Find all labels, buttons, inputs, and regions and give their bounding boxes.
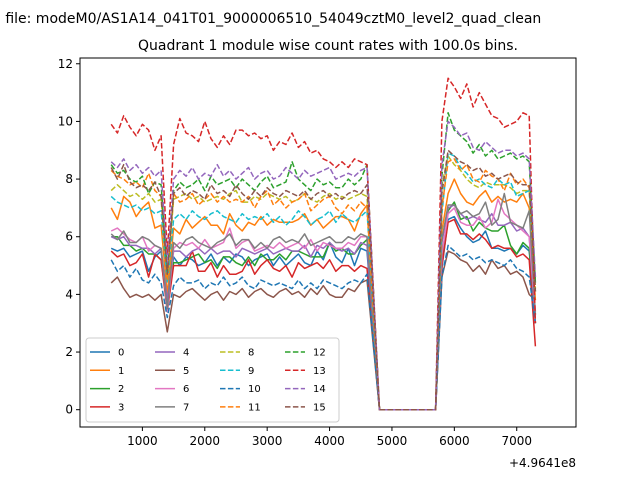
legend-label-13: 13 <box>313 366 326 377</box>
x-offset-label: +4.9641e8 <box>509 456 576 470</box>
series-line-14 <box>110 120 537 411</box>
legend-label-11: 11 <box>248 402 261 413</box>
series-line-3 <box>110 218 537 411</box>
series-line-0 <box>110 215 537 411</box>
x-tick-label: 5000 <box>377 434 408 448</box>
series-layer <box>110 77 537 411</box>
x-tick-label: 6000 <box>439 434 470 448</box>
y-tick-label: 12 <box>58 57 73 71</box>
y-tick-label: 2 <box>65 345 73 359</box>
series-line-10 <box>110 244 537 411</box>
legend-label-8: 8 <box>248 348 254 359</box>
x-tick-label: 1000 <box>127 434 158 448</box>
y-tick-label: 0 <box>65 403 73 417</box>
legend-label-0: 0 <box>118 348 124 359</box>
legend-frame <box>85 337 340 423</box>
legend-label-1: 1 <box>118 366 124 377</box>
x-tick-label: 7000 <box>501 434 532 448</box>
series-line-11 <box>110 158 537 411</box>
x-tick-label: 4000 <box>314 434 345 448</box>
series-line-13 <box>110 77 537 411</box>
legend-label-9: 9 <box>248 366 254 377</box>
x-tick-label: 2000 <box>190 434 221 448</box>
legend-label-15: 15 <box>313 402 326 413</box>
series-line-9 <box>110 152 537 411</box>
axes-title: Quadrant 1 module wise count rates with … <box>138 38 518 54</box>
y-tick-label: 8 <box>65 172 73 186</box>
y-axis: 0 2 4 6 8 10 12 <box>58 57 80 417</box>
series-line-7 <box>110 192 537 411</box>
series-line-4 <box>110 204 537 411</box>
legend-label-7: 7 <box>183 402 189 413</box>
legend-label-5: 5 <box>183 366 189 377</box>
legend-label-4: 4 <box>183 348 189 359</box>
legend-label-6: 6 <box>183 384 189 395</box>
x-axis: 1000 2000 3000 4000 5000 6000 7000 <box>127 427 532 448</box>
y-tick-label: 10 <box>58 114 73 128</box>
series-line-2 <box>111 201 537 411</box>
series-line-1 <box>110 178 537 411</box>
series-line-5 <box>110 250 536 411</box>
series-line-12 <box>110 112 537 411</box>
legend-label-14: 14 <box>313 384 326 395</box>
legend-label-2: 2 <box>118 384 124 395</box>
legend-label-12: 12 <box>313 348 326 359</box>
legend-label-3: 3 <box>118 402 124 413</box>
plot-frame <box>79 57 577 428</box>
y-tick-label: 6 <box>65 230 73 244</box>
series-line-15 <box>110 149 537 411</box>
figure-suptitle: n file: modeM0/AS1A14_041T01_9000006510_… <box>0 11 541 27</box>
legend-label-10: 10 <box>248 384 261 395</box>
x-tick-label: 3000 <box>252 434 283 448</box>
y-tick-label: 4 <box>65 287 73 301</box>
